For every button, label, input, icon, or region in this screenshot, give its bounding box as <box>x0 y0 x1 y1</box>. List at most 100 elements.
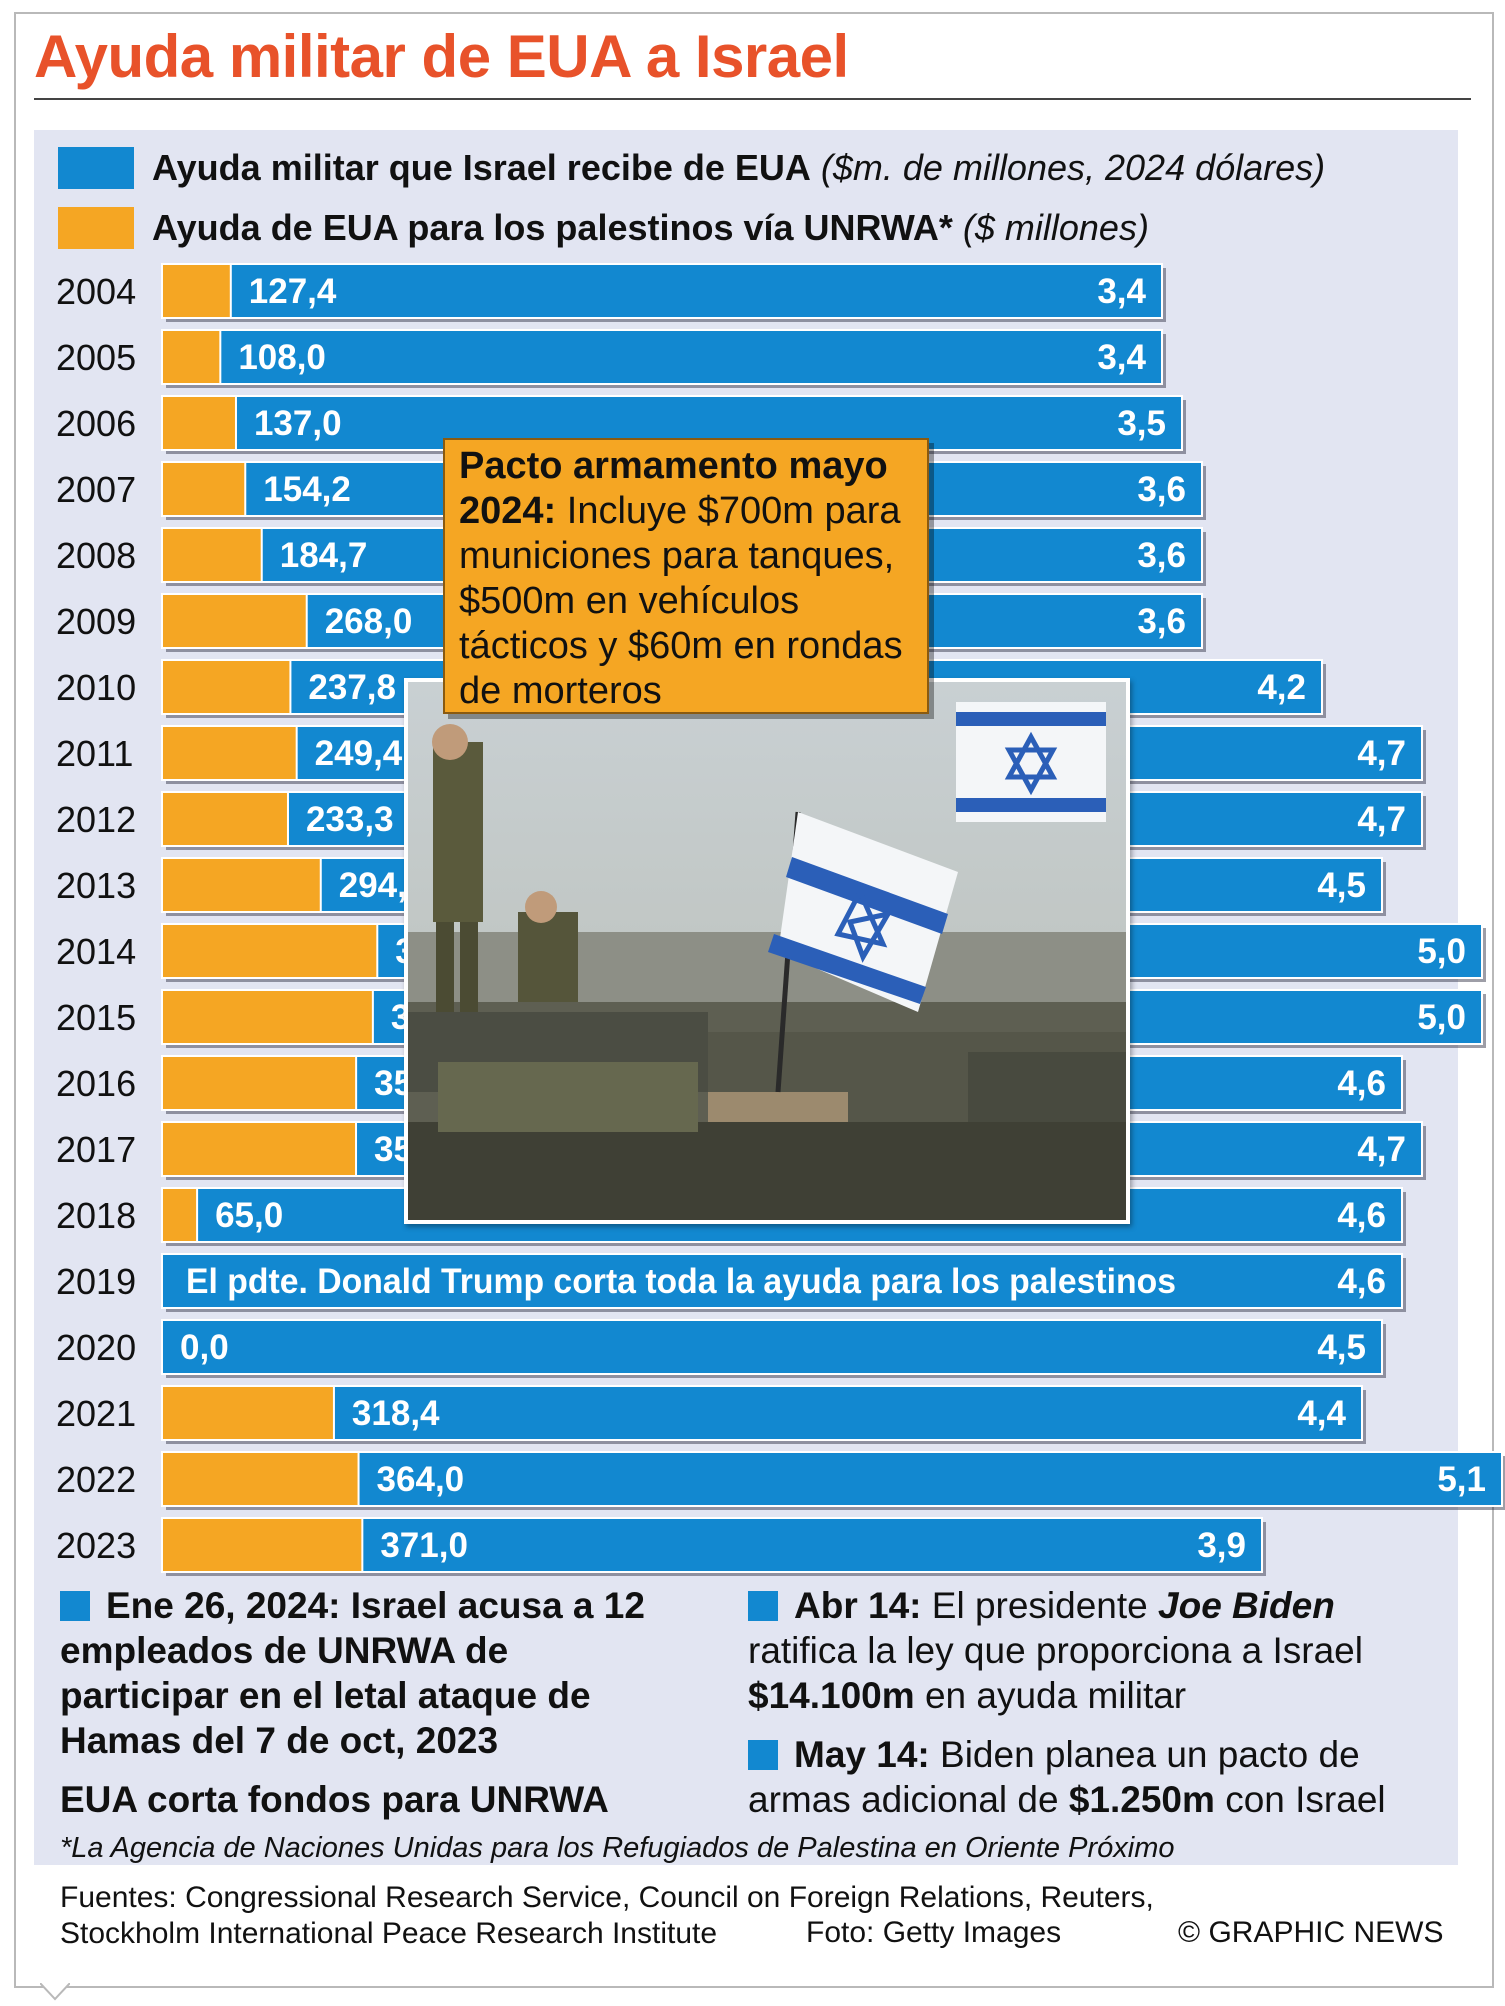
bar-unrwa-2021 <box>161 1385 335 1441</box>
label-unrwa-2012: 233,3 <box>306 800 394 839</box>
bar-unrwa-2014 <box>161 923 379 979</box>
label-unrwa-2018: 65,0 <box>215 1196 283 1235</box>
footnote-unrwa: *La Agencia de Naciones Unidas para los … <box>60 1832 1175 1864</box>
label-military-2008: 3,6 <box>1137 536 1186 575</box>
photo-credit: Foto: Getty Images <box>806 1916 1062 1949</box>
bar-unrwa-2015 <box>161 989 374 1045</box>
label-military-2013: 4,5 <box>1317 866 1366 905</box>
bar-unrwa-2009 <box>161 593 308 649</box>
label-unrwa-2010: 237,8 <box>308 668 396 707</box>
label-military-2011: 4,7 <box>1357 734 1406 773</box>
label-military-2017: 4,7 <box>1357 1130 1406 1169</box>
note-funding-cut: EUA corta fondos para UNRWA <box>60 1777 609 1822</box>
bar-unrwa-2011 <box>161 725 298 781</box>
label-unrwa-2021: 318,4 <box>352 1394 440 1433</box>
year-label-2022: 2022 <box>56 1459 136 1500</box>
photo-soldiers-tanks <box>404 678 1130 1224</box>
bar-unrwa-2018 <box>161 1187 199 1243</box>
label-military-2006: 3,5 <box>1117 404 1166 443</box>
note-apr-14-name: Joe Biden <box>1158 1585 1335 1626</box>
label-military-2018: 4,6 <box>1337 1196 1386 1235</box>
bar-military-2020 <box>161 1319 1383 1375</box>
callout-heading: Pacto armamento mayo 2024: <box>459 445 888 532</box>
page-title: Ayuda militar de EUA a Israel <box>34 23 849 90</box>
label-military-2022: 5,1 <box>1437 1460 1486 1499</box>
year-label-2013: 2013 <box>56 865 136 906</box>
label-unrwa-2009: 268,0 <box>325 602 413 641</box>
label-military-2016: 4,6 <box>1337 1064 1386 1103</box>
legend-label-military: Ayuda militar que Israel recibe de EUA <box>152 147 811 188</box>
bar-unrwa-2006 <box>161 395 237 451</box>
sources-line2: Stockholm International Peace Research I… <box>60 1917 718 1950</box>
year-label-2007: 2007 <box>56 469 136 510</box>
bar-unrwa-2005 <box>161 329 222 385</box>
label-military-2009: 3,6 <box>1137 602 1186 641</box>
note-may-14-date: May 14: <box>794 1734 930 1775</box>
year-label-2021: 2021 <box>56 1393 136 1434</box>
year-label-2004: 2004 <box>56 271 136 312</box>
year-label-2010: 2010 <box>56 667 136 708</box>
legend-item-unrwa: Ayuda de EUA para los palestinos vía UNR… <box>58 206 1149 250</box>
label-military-2010: 4,2 <box>1257 668 1306 707</box>
bar-unrwa-2007 <box>161 461 247 517</box>
year-label-2011: 2011 <box>56 733 133 774</box>
label-unrwa-2023: 371,0 <box>380 1526 468 1565</box>
label-military-2021: 4,4 <box>1297 1394 1346 1433</box>
callout-arms-deal: Pacto armamento mayo 2024: Incluye $700m… <box>443 438 929 714</box>
bar-military-2019 <box>161 1253 1403 1309</box>
callout-text: Incluye $700m para municiones para tanqu… <box>459 490 903 712</box>
bar-unrwa-2012 <box>161 791 289 847</box>
bar-unrwa-2016 <box>161 1055 358 1111</box>
bar-unrwa-2010 <box>161 659 292 715</box>
note-apr-14-amount: $14.100m <box>748 1675 915 1716</box>
legend-item-military: Ayuda militar que Israel recibe de EUA (… <box>58 146 1325 190</box>
bar-unrwa-2008 <box>161 527 263 583</box>
label-unrwa-2020: 0,0 <box>180 1328 229 1367</box>
label-military-2005: 3,4 <box>1097 338 1146 377</box>
year-label-2008: 2008 <box>56 535 136 576</box>
sources-line1: Fuentes: Congressional Research Service,… <box>60 1881 1154 1914</box>
bar-unrwa-2022 <box>161 1451 360 1507</box>
bar-unrwa-2023 <box>161 1517 364 1573</box>
legend-unit-unrwa: ($ millones) <box>962 207 1149 248</box>
note-apr-14-date: Abr 14: <box>794 1585 922 1626</box>
year-label-2017: 2017 <box>56 1129 136 1170</box>
year-label-2023: 2023 <box>56 1525 136 1566</box>
year-label-2015: 2015 <box>56 997 136 1038</box>
note-bullet <box>60 1591 90 1621</box>
label-unrwa-2006: 137,0 <box>254 404 342 443</box>
year-label-2018: 2018 <box>56 1195 136 1236</box>
label-military-2007: 3,6 <box>1137 470 1186 509</box>
year-label-2019: 2019 <box>56 1261 136 1302</box>
note-apr-14-text3: en ayuda militar <box>924 1675 1187 1716</box>
note-jan-26: Ene 26, 2024: Israel acusa a 12 empleado… <box>60 1583 660 1763</box>
title-divider <box>34 98 1471 100</box>
note-may-14: May 14: Biden planea un pacto de armas a… <box>748 1732 1468 1822</box>
note-bullet <box>748 1591 778 1621</box>
label-military-2020: 4,5 <box>1317 1328 1366 1367</box>
bar-unrwa-2017 <box>161 1121 358 1177</box>
legend-unit-military: ($m. de millones, 2024 dólares) <box>820 147 1326 188</box>
sources: Fuentes: Congressional Research Service,… <box>60 1880 1154 1952</box>
label-military-2015: 5,0 <box>1417 998 1466 1037</box>
label-unrwa-2007: 154,2 <box>263 470 351 509</box>
label-military-2023: 3,9 <box>1197 1526 1246 1565</box>
note-funding-cut-text: EUA corta fondos para UNRWA <box>60 1779 609 1820</box>
bar-military-2021 <box>161 1385 1363 1441</box>
label-unrwa-2004: 127,4 <box>249 272 337 311</box>
year-label-2006: 2006 <box>56 403 136 444</box>
year-label-2012: 2012 <box>56 799 136 840</box>
photo-illustration <box>408 682 1126 1220</box>
label-unrwa-2008: 184,7 <box>280 536 368 575</box>
bar-military-2022 <box>161 1451 1503 1507</box>
note-may-14-amount: $1.250m <box>1068 1779 1215 1820</box>
label-military-2014: 5,0 <box>1417 932 1466 971</box>
copyright: © GRAPHIC NEWS <box>1178 1916 1444 1949</box>
year-label-2016: 2016 <box>56 1063 136 1104</box>
year-label-2020: 2020 <box>56 1327 136 1368</box>
label-military-2012: 4,7 <box>1357 800 1406 839</box>
note-apr-14: Abr 14: El presidente Joe Biden ratifica… <box>748 1583 1448 1718</box>
bar-unrwa-2013 <box>161 857 322 913</box>
year-label-2009: 2009 <box>56 601 136 642</box>
note-jan-26-text: Ene 26, 2024: Israel acusa a 12 empleado… <box>60 1585 645 1761</box>
